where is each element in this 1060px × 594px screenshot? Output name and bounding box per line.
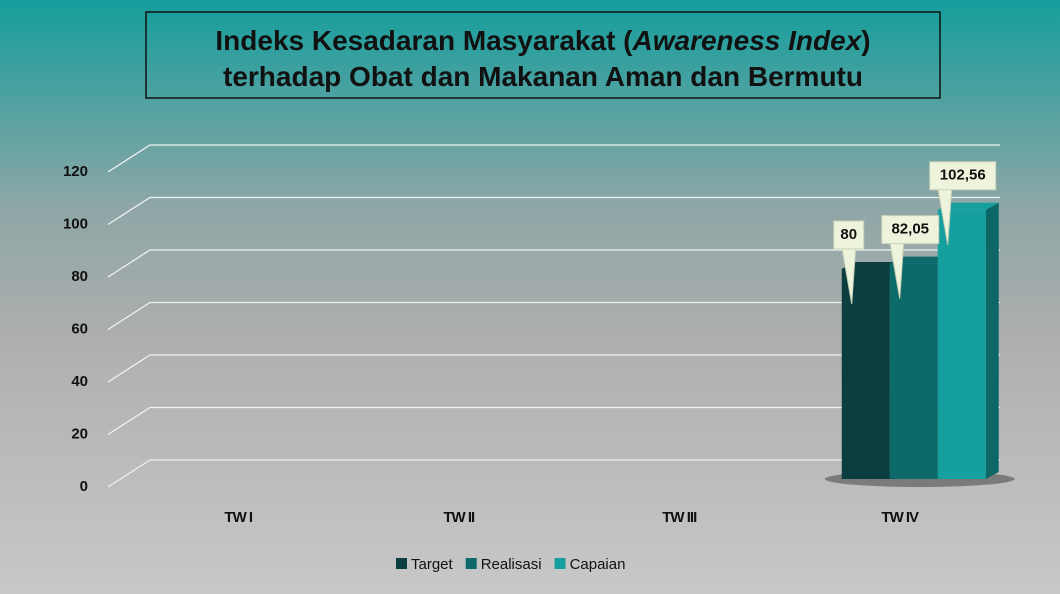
title-part: ) [861,25,870,56]
x-tick-label: TW I [224,509,252,526]
bar [841,269,890,479]
bar-top [937,202,999,210]
value-label: 82,05 [891,221,929,238]
value-label: 80 [840,226,857,243]
grid-line [107,406,1000,436]
x-tick-label: TW III [662,509,697,526]
title-part: Indeks Kesadaran Masyarakat ( [215,25,633,56]
bar [889,263,938,479]
legend-label: Realisasi [481,556,542,573]
x-tick-label: TW IV [881,509,919,526]
grid-line [107,301,1000,331]
title-box [145,11,941,99]
title-part: terhadap Obat dan Makanan Aman dan Bermu… [223,61,863,92]
y-tick-label: 0 [80,478,88,495]
legend-label: Capaian [570,556,626,573]
y-tick-label: 120 [63,163,88,180]
y-tick-label: 80 [71,268,88,285]
bar-side [985,202,999,479]
x-tick-label: TW II [443,509,475,526]
label-box [833,220,865,250]
title-part: Awareness Index [632,25,863,56]
legend-swatch [554,558,566,569]
grid-line [107,249,1000,278]
grid-line [107,354,1000,383]
plot-area: 0 20 40 60 80 100 120 TW I TW II TW III TW IV 80 82,… [63,144,1015,526]
grid-line [107,459,1000,488]
chart-title: Indeks Kesadaran Masyarakat (Awareness I… [215,25,870,92]
bar [937,209,986,479]
bar-top [889,256,951,264]
grid-line [107,144,1000,173]
legend-label: Target [411,556,454,573]
label-box [929,161,997,191]
legend-swatch [465,558,477,569]
legend-swatch [396,558,407,569]
grid-line [107,196,1000,226]
y-tick-label: 40 [71,373,88,390]
y-tick-label: 60 [71,320,88,337]
bar-top [841,262,903,269]
y-tick-label: 100 [63,215,88,232]
legend: Target Realisasi Capaian [396,556,625,573]
label-box [881,215,940,245]
y-tick-label: 20 [71,425,88,442]
value-label: 102,56 [940,167,986,184]
